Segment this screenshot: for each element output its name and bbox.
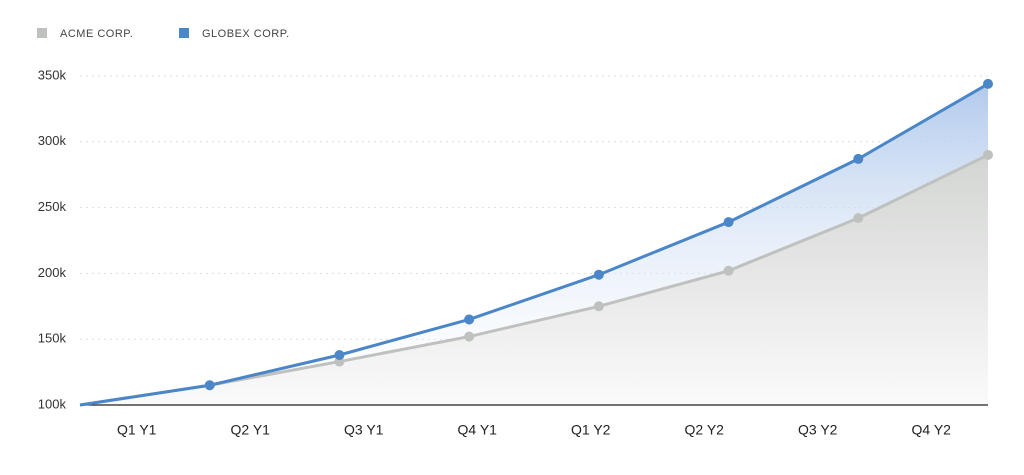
- legend-swatch: [179, 28, 189, 38]
- y-tick-label: 250k: [38, 199, 67, 214]
- point: [464, 314, 475, 325]
- point: [983, 78, 993, 89]
- x-tick-label: Q3 Y2: [798, 422, 838, 438]
- x-tick-label: Q4 Y1: [458, 422, 498, 438]
- point: [853, 153, 864, 164]
- point: [334, 349, 345, 360]
- y-tick-label: 200k: [38, 265, 67, 280]
- y-tick-label: 350k: [38, 67, 67, 82]
- y-tick-label: 300k: [38, 133, 67, 148]
- point: [723, 265, 734, 276]
- x-tick-label: Q1 Y2: [571, 422, 611, 438]
- legend-label: GLOBEX CORP.: [202, 28, 290, 40]
- legend-swatch: [37, 28, 47, 38]
- x-tick-label: Q1 Y1: [117, 422, 157, 438]
- point: [204, 380, 215, 391]
- line: [79, 82, 989, 407]
- x-tick-label: Q2 Y2: [685, 422, 725, 438]
- legend-label: ACME CORP.: [60, 28, 133, 40]
- x-tick-label: Q3 Y1: [344, 422, 384, 438]
- point: [723, 217, 734, 228]
- point: [464, 331, 475, 342]
- area: [80, 154, 988, 405]
- point: [983, 149, 993, 160]
- y-tick-label: 100k: [38, 396, 67, 411]
- point: [593, 301, 604, 312]
- x-tick-label: Q2 Y1: [231, 422, 271, 438]
- y-tick-label: 150k: [38, 331, 67, 346]
- point: [853, 213, 864, 224]
- point: [593, 269, 604, 280]
- x-tick-label: Q4 Y2: [912, 422, 952, 438]
